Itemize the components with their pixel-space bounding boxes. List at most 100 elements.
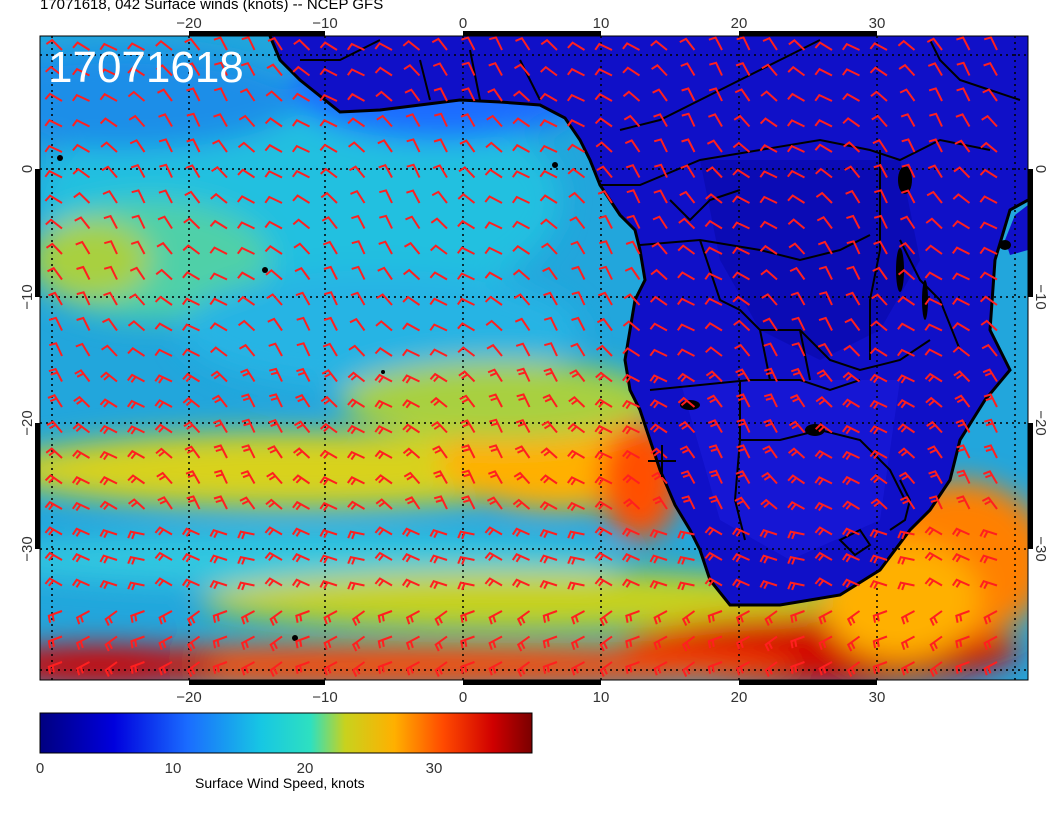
wind-barb <box>622 474 641 485</box>
wind-barb <box>351 214 366 229</box>
wind-barb <box>461 87 476 102</box>
wind-barb <box>351 265 366 280</box>
wind-barb <box>543 316 558 331</box>
wind-barb <box>599 610 613 626</box>
wind-barb <box>321 216 338 230</box>
wind-barb <box>706 394 723 408</box>
wind-barb <box>240 368 256 383</box>
wind-barb <box>376 114 393 128</box>
wind-barb <box>212 610 228 623</box>
wind-barb <box>621 399 640 410</box>
wind-barb <box>926 37 943 51</box>
wind-barb <box>44 119 63 128</box>
wind-barb <box>790 291 806 306</box>
wind-barb <box>99 450 118 461</box>
wind-barb <box>705 346 723 357</box>
wind-barb <box>872 610 888 623</box>
wind-barb <box>320 395 338 408</box>
wind-barb <box>429 271 448 281</box>
wind-barb <box>929 661 943 677</box>
wind-barb <box>484 195 503 204</box>
wind-barb <box>514 445 531 459</box>
wind-barb <box>956 61 971 76</box>
wind-barb <box>814 501 833 512</box>
wind-barb <box>622 347 641 357</box>
wind-barb <box>873 240 888 255</box>
wind-barb <box>983 36 998 51</box>
wind-barb <box>319 93 338 102</box>
wind-barb <box>952 193 971 204</box>
wind-barb <box>681 635 696 652</box>
wind-barb <box>267 36 283 51</box>
wind-barb <box>76 291 91 306</box>
wind-barb <box>99 424 118 435</box>
wind-barb <box>186 610 201 626</box>
wind-barb <box>787 530 805 540</box>
colorbar-label: Surface Wind Speed, knots <box>195 775 365 791</box>
wind-barb <box>763 418 778 433</box>
wind-barb <box>594 476 613 486</box>
wind-barb <box>104 635 118 652</box>
wind-barb <box>323 661 338 676</box>
wind-barb <box>102 317 118 332</box>
wind-barb <box>130 661 145 674</box>
wind-barb <box>323 635 338 651</box>
wind-barb <box>347 398 366 408</box>
wind-barb <box>679 190 696 204</box>
wind-barb <box>156 471 173 485</box>
wind-barb <box>431 421 448 434</box>
wind-barb <box>980 141 998 153</box>
wind-barb <box>76 316 91 331</box>
wind-barb <box>650 447 668 459</box>
wind-barb <box>347 424 365 435</box>
wind-barb <box>955 419 971 434</box>
wind-barb <box>71 476 90 486</box>
wind-barb <box>872 139 888 153</box>
wind-barb <box>484 246 503 255</box>
wind-barb <box>787 65 806 77</box>
wind-barb <box>979 221 998 230</box>
wind-barb <box>842 117 861 128</box>
wind-barb <box>870 90 888 102</box>
wind-barb <box>625 240 641 255</box>
wind-barb <box>956 444 971 459</box>
wind-barb <box>841 450 860 461</box>
wind-barb <box>155 64 173 77</box>
wind-barb <box>653 661 668 676</box>
wind-barb <box>846 240 861 255</box>
wind-barb <box>131 189 146 204</box>
wind-barb <box>74 216 91 230</box>
wind-barb <box>214 61 228 76</box>
wind-barb <box>319 41 338 51</box>
wind-barb <box>346 476 365 486</box>
wind-barb <box>405 661 420 676</box>
wind-barb <box>760 498 778 510</box>
wind-barb <box>924 297 943 306</box>
wind-barb <box>211 394 228 408</box>
wind-barb <box>267 317 283 332</box>
wind-barb <box>488 61 503 76</box>
wind-barb <box>210 346 228 357</box>
wind-barb <box>127 66 146 77</box>
wind-barb <box>541 242 558 255</box>
wind-barb <box>731 578 750 588</box>
lon-tick: 10 <box>593 15 610 32</box>
wind-barb <box>598 214 613 229</box>
wind-barb <box>955 610 970 623</box>
wind-barb <box>237 319 256 332</box>
wind-barb <box>127 555 145 565</box>
wind-barb <box>212 635 228 649</box>
wind-barb <box>681 87 696 102</box>
wind-barb <box>952 346 971 357</box>
wind-barb <box>570 240 586 255</box>
wind-barb <box>955 635 970 649</box>
wind-barb <box>513 471 531 485</box>
wind-barb <box>266 471 283 485</box>
wind-barb <box>653 138 668 153</box>
wind-barb <box>209 322 228 332</box>
wind-barb <box>46 420 63 434</box>
wind-barb <box>488 610 503 625</box>
wind-barb <box>651 471 668 485</box>
wind-barb <box>539 501 558 511</box>
lat-tick: 0 <box>19 165 36 173</box>
